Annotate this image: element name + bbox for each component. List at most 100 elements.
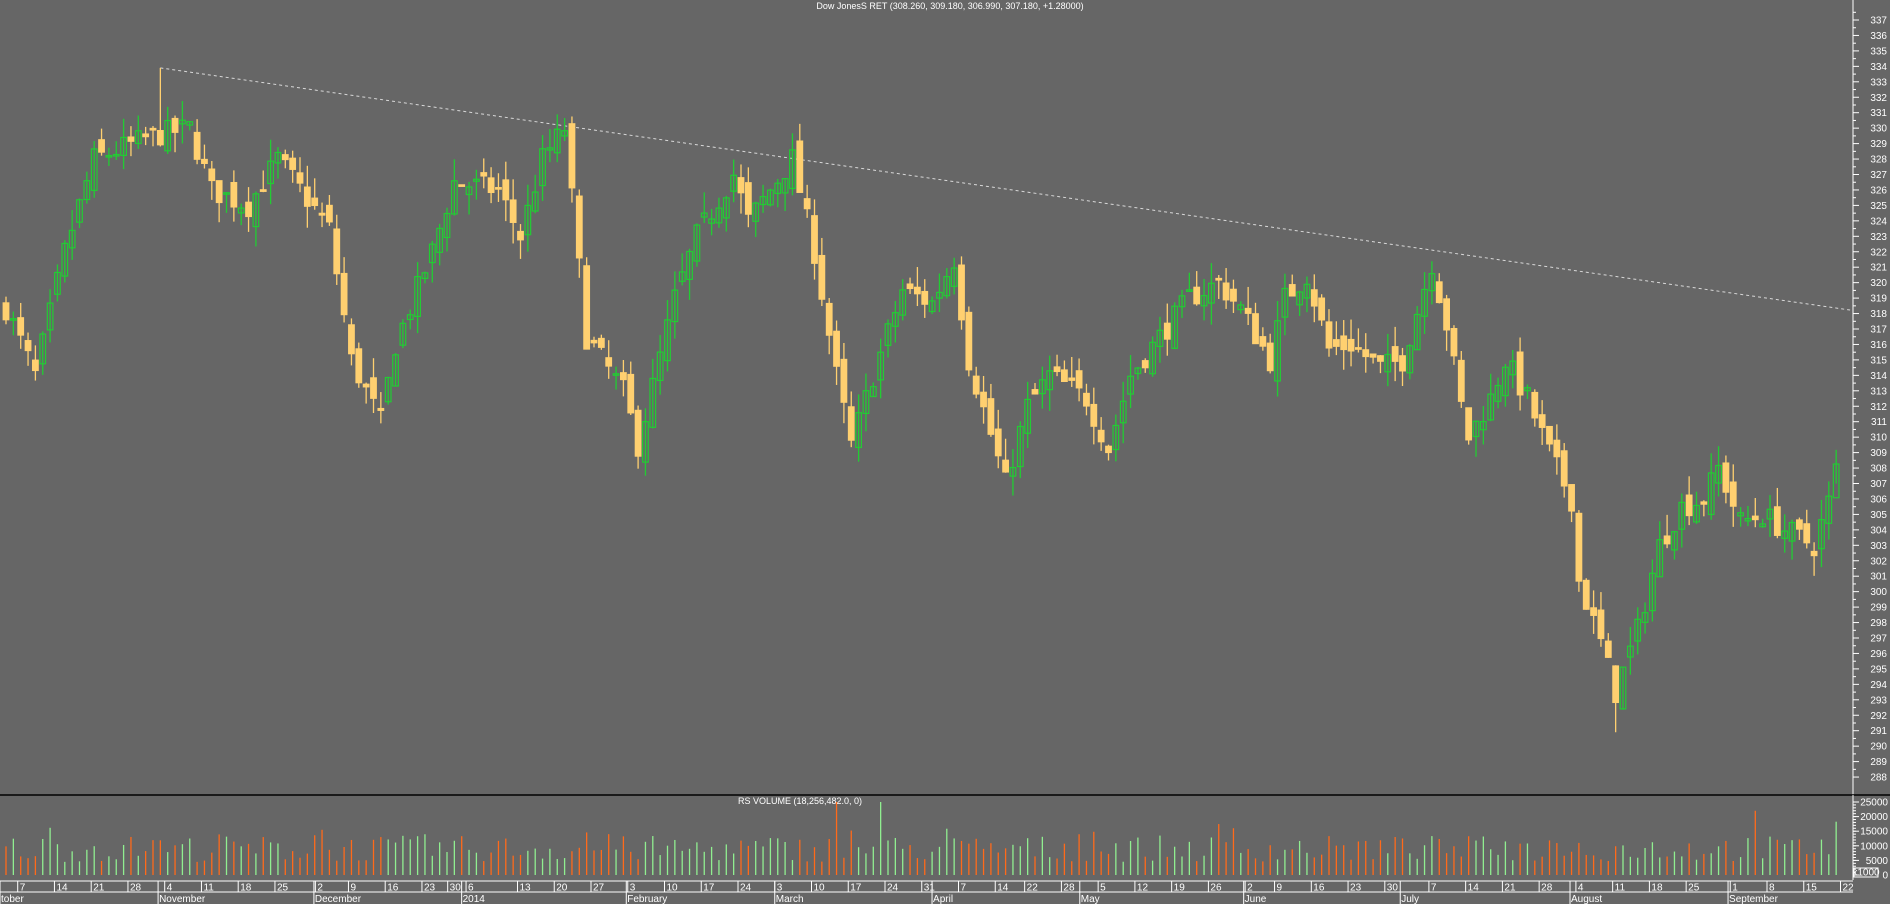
candle-body	[1354, 347, 1362, 350]
candle-body	[1590, 607, 1598, 616]
candle-body	[958, 264, 965, 321]
candle-body	[17, 317, 25, 336]
candle	[1163, 303, 1171, 356]
candle	[223, 192, 230, 213]
volume-tick-label: 0	[1882, 871, 1888, 882]
candle	[1788, 519, 1796, 560]
candle-body	[840, 358, 848, 403]
candle-body	[61, 242, 69, 277]
candle-body	[1119, 400, 1127, 424]
week-label: 7	[961, 883, 967, 894]
month-label: August	[1571, 894, 1602, 904]
week-label: 21	[1504, 883, 1516, 894]
week-label: 16	[387, 883, 399, 894]
candle-body	[539, 148, 546, 187]
candle	[833, 320, 840, 385]
candle-body	[289, 157, 297, 170]
candle-body	[1141, 360, 1149, 369]
candle-body	[1413, 313, 1421, 351]
week-label: 7	[20, 883, 26, 894]
price-tick-label: 305	[1870, 510, 1887, 521]
candle	[994, 409, 1002, 469]
candle-body	[237, 207, 245, 214]
candle-body	[1310, 289, 1318, 307]
candle	[1663, 514, 1671, 549]
chart-title: Dow JonesS RET (308.260, 309.180, 306.99…	[816, 1, 1083, 11]
candle	[1266, 333, 1274, 374]
price-tick-label: 296	[1870, 649, 1887, 660]
candle	[869, 382, 877, 398]
price-tick-label: 313	[1870, 386, 1887, 397]
candle-body	[1053, 366, 1061, 373]
week-label: 4	[1578, 883, 1584, 894]
candle-body	[752, 202, 760, 222]
candle-body	[700, 212, 708, 218]
candle	[1230, 279, 1237, 313]
candle	[1531, 389, 1539, 427]
price-tick-label: 290	[1870, 742, 1887, 753]
price-tick-label: 329	[1870, 139, 1887, 150]
candle-body	[2, 302, 10, 321]
candle-body	[1472, 420, 1480, 438]
week-label: 1	[1732, 883, 1738, 894]
candle	[1553, 424, 1561, 475]
candle-body	[245, 201, 252, 218]
candle	[1200, 278, 1208, 321]
candle	[1244, 286, 1252, 326]
candle-body	[1538, 414, 1546, 428]
week-label: 28	[1063, 883, 1075, 894]
candle	[502, 161, 510, 222]
candle-body	[1075, 370, 1083, 389]
candle-body	[1002, 459, 1009, 473]
candle-body	[1626, 645, 1634, 658]
candle-body	[994, 428, 1002, 457]
candle	[1391, 326, 1399, 382]
candle	[54, 264, 61, 302]
candle	[326, 194, 333, 226]
price-tick-label: 332	[1870, 93, 1887, 104]
candle-body	[590, 339, 598, 344]
price-tick-label: 299	[1870, 603, 1887, 614]
candle	[1421, 272, 1428, 334]
price-tick-label: 306	[1870, 494, 1887, 505]
candle-body	[553, 128, 561, 154]
candle-body	[1244, 307, 1252, 314]
candle-body	[142, 133, 150, 138]
candle	[164, 106, 172, 154]
candle-body	[1399, 355, 1406, 372]
candle	[1068, 356, 1076, 387]
candle-body	[730, 174, 738, 192]
candle-body	[921, 290, 929, 305]
month-label: February	[627, 894, 667, 904]
candle-body	[605, 357, 613, 367]
candle	[1134, 366, 1142, 380]
candle	[539, 135, 546, 201]
candle-body	[1516, 351, 1524, 396]
candle-body	[1303, 283, 1311, 299]
candle	[68, 210, 76, 260]
candle	[1105, 444, 1112, 461]
candle	[678, 253, 686, 286]
candle-body	[149, 127, 157, 131]
week-label: 11	[203, 883, 214, 894]
candle	[509, 179, 517, 244]
candle-body	[980, 391, 987, 408]
candle	[1149, 336, 1157, 377]
candle	[811, 199, 818, 280]
candle	[2, 296, 10, 325]
price-tick-label: 301	[1870, 572, 1887, 583]
candle-body	[965, 311, 973, 371]
candle	[340, 257, 348, 323]
candle	[377, 392, 385, 424]
candle-body	[296, 172, 304, 184]
candle	[877, 338, 885, 399]
price-tick-label: 330	[1870, 124, 1887, 135]
candle-body	[906, 283, 914, 290]
candle-body	[833, 330, 840, 367]
week-label: 6	[468, 883, 474, 894]
candle	[237, 203, 245, 226]
candle-body	[1156, 329, 1164, 348]
price-tick-label: 302	[1870, 556, 1887, 567]
candle-body	[1193, 286, 1201, 305]
price-tick-label: 335	[1870, 46, 1887, 57]
